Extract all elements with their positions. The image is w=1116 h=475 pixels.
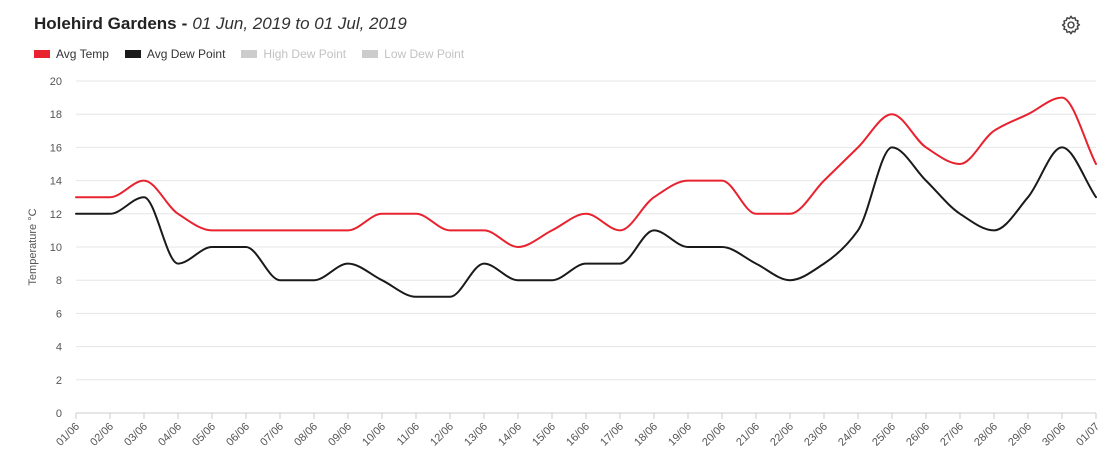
series-line-avg-dew-point bbox=[75, 146, 1097, 298]
x-tick-label: 12/06 bbox=[428, 421, 456, 449]
x-tick-label: 10/06 bbox=[360, 421, 388, 449]
x-tick-label: 27/06 bbox=[938, 421, 966, 449]
x-tick-label: 19/06 bbox=[666, 421, 694, 449]
y-tick-label: 8 bbox=[56, 275, 62, 287]
x-tick-label: 14/06 bbox=[496, 421, 524, 449]
y-tick-label: 20 bbox=[50, 76, 62, 88]
legend-swatch-high-dew-point bbox=[241, 50, 258, 58]
x-tick-label: 18/06 bbox=[632, 421, 660, 449]
y-tick-label: 16 bbox=[50, 142, 62, 154]
date-range: 01 Jun, 2019 to 01 Jul, 2019 bbox=[192, 14, 407, 33]
x-tick-label: 28/06 bbox=[972, 421, 1000, 449]
legend-swatch-avg-temp bbox=[34, 50, 50, 58]
x-tick-label: 02/06 bbox=[88, 421, 116, 449]
legend-item-high-dew-point[interactable]: High Dew Point bbox=[241, 47, 346, 61]
x-tick-label: 23/06 bbox=[802, 421, 830, 449]
y-tick-label: 10 bbox=[50, 242, 62, 254]
legend-swatch-low-dew-point bbox=[362, 50, 379, 58]
y-tick-label: 14 bbox=[50, 176, 62, 188]
x-tick-label: 20/06 bbox=[700, 421, 728, 449]
y-tick-label: 18 bbox=[50, 109, 62, 121]
legend-label-high-dew-point: High Dew Point bbox=[263, 47, 347, 61]
legend-item-low-dew-point[interactable]: Low Dew Point bbox=[362, 47, 464, 61]
series-line-avg-temp bbox=[75, 96, 1097, 248]
x-tick-label: 03/06 bbox=[122, 421, 150, 449]
x-tick-label: 13/06 bbox=[462, 421, 490, 449]
y-axis-title: Temperature °C bbox=[27, 208, 39, 285]
x-tick-label: 24/06 bbox=[836, 421, 864, 449]
legend-swatch-avg-dew-point bbox=[124, 50, 141, 58]
x-tick-label: 30/06 bbox=[1040, 421, 1068, 449]
x-tick-label: 22/06 bbox=[768, 421, 796, 449]
y-tick-label: 0 bbox=[56, 408, 62, 420]
y-tick-label: 4 bbox=[56, 342, 62, 354]
x-tick-label: 26/06 bbox=[904, 421, 932, 449]
legend-item-avg-temp[interactable]: Avg Temp bbox=[34, 47, 109, 61]
legend-label-avg-dew-point: Avg Dew Point bbox=[146, 47, 226, 61]
x-tick-label: 06/06 bbox=[224, 421, 252, 449]
chart-header: Holehird Gardens - 01 Jun, 2019 to 01 Ju… bbox=[34, 14, 407, 40]
x-tick-label: 08/06 bbox=[292, 421, 320, 449]
x-tick-label: 17/06 bbox=[598, 421, 626, 449]
x-tick-label: 09/06 bbox=[326, 421, 354, 449]
legend-label-low-dew-point: Low Dew Point bbox=[384, 47, 465, 61]
x-tick-label: 29/06 bbox=[1006, 421, 1034, 449]
x-tick-label: 16/06 bbox=[564, 421, 592, 449]
title-separator: - bbox=[181, 14, 188, 33]
x-tick-label: 01/06 bbox=[54, 421, 82, 449]
x-tick-label: 04/06 bbox=[156, 421, 184, 449]
legend-item-avg-dew-point[interactable]: Avg Dew Point bbox=[124, 47, 226, 61]
y-tick-label: 2 bbox=[56, 375, 62, 387]
gear-icon bbox=[1061, 15, 1081, 35]
y-tick-label: 6 bbox=[56, 308, 62, 320]
legend-label-avg-temp: Avg Temp bbox=[56, 47, 109, 61]
y-tick-label: 12 bbox=[50, 209, 62, 221]
chart-legend: Avg Temp Avg Dew Point High Dew Point Lo… bbox=[34, 47, 464, 61]
settings-button[interactable] bbox=[1060, 14, 1082, 36]
station-name: Holehird Gardens bbox=[34, 14, 177, 33]
x-tick-label: 21/06 bbox=[734, 421, 762, 449]
x-tick-label: 11/06 bbox=[395, 421, 422, 448]
x-tick-label: 01/07 bbox=[1074, 421, 1102, 449]
x-tick-label: 07/06 bbox=[258, 421, 286, 449]
x-tick-label: 25/06 bbox=[870, 421, 898, 449]
x-tick-label: 15/06 bbox=[530, 421, 558, 449]
x-tick-label: 05/06 bbox=[190, 421, 218, 449]
